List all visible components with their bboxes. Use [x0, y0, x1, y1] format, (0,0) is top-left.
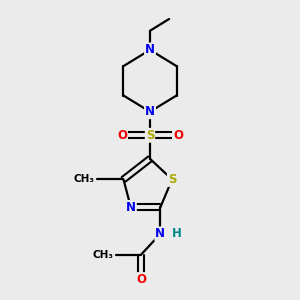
Text: N: N	[155, 227, 165, 240]
Text: H: H	[172, 227, 182, 240]
Text: O: O	[136, 273, 146, 286]
Text: N: N	[126, 201, 136, 214]
Text: O: O	[173, 129, 183, 142]
Text: S: S	[168, 173, 176, 186]
Text: S: S	[146, 129, 154, 142]
Text: N: N	[145, 44, 155, 56]
Text: N: N	[145, 105, 155, 118]
Text: CH₃: CH₃	[93, 250, 114, 260]
Text: CH₃: CH₃	[74, 174, 94, 184]
Text: O: O	[117, 129, 127, 142]
